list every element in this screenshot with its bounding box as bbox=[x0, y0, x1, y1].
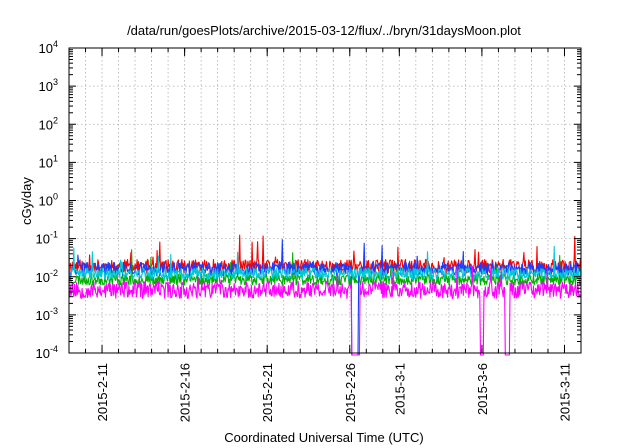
y-axis-label: cGy/day bbox=[19, 177, 34, 225]
y-tick-label: 10-2 bbox=[36, 268, 58, 285]
series-layer bbox=[68, 234, 582, 356]
x-tick-label: 2015-3-6 bbox=[475, 363, 490, 415]
y-tick-label: 10-1 bbox=[36, 230, 58, 247]
chart-title: /data/run/goesPlots/archive/2015-03-12/f… bbox=[127, 23, 521, 38]
series-line-green bbox=[68, 249, 582, 286]
x-tick-label: 2015-3-1 bbox=[392, 363, 407, 415]
y-tick-label: 103 bbox=[39, 77, 58, 94]
series-line-magenta bbox=[68, 265, 582, 356]
series-line-cyan bbox=[68, 245, 582, 280]
ticks: 10-4 10-3 10-2 10-1 100 101 102 103 104 2015-2-11… bbox=[36, 39, 582, 422]
y-tick-label: 104 bbox=[39, 39, 58, 56]
x-tick-label: 2015-2-16 bbox=[178, 363, 193, 422]
x-axis-label: Coordinated Universal Time (UTC) bbox=[224, 430, 423, 445]
y-tick-label: 101 bbox=[39, 153, 58, 170]
x-tick-label: 2015-2-11 bbox=[95, 363, 110, 421]
y-tick-label: 102 bbox=[39, 115, 58, 132]
y-tick-label: 10-3 bbox=[36, 306, 58, 323]
x-tick-label: 2015-3-11 bbox=[557, 363, 572, 421]
x-tick-label: 2015-2-21 bbox=[260, 363, 275, 422]
x-tick-label: 2015-2-26 bbox=[343, 363, 358, 422]
y-tick-label: 100 bbox=[39, 192, 58, 209]
y-tick-label: 10-4 bbox=[36, 344, 58, 361]
